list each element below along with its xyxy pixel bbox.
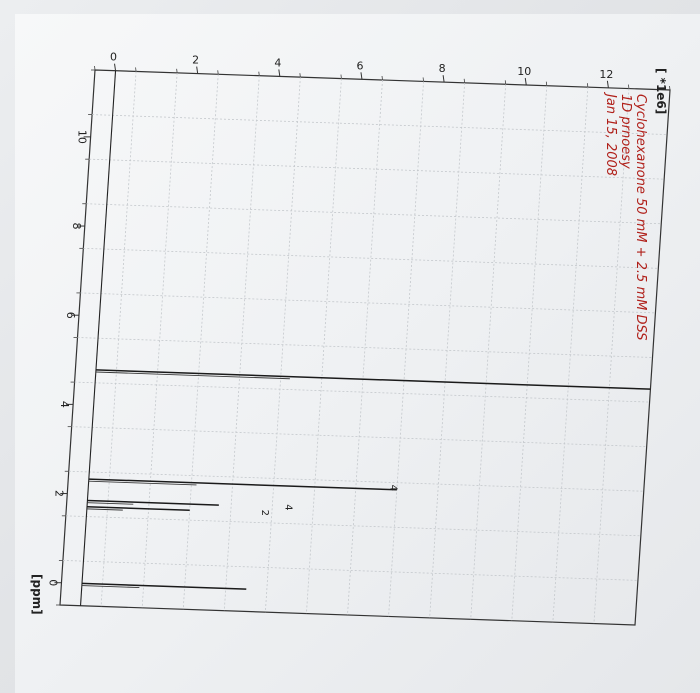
paper-sheet bbox=[15, 14, 700, 693]
pulse-sequence-label: 1D prnoesy bbox=[618, 94, 633, 169]
spectrum-peak-shoulder bbox=[95, 371, 290, 380]
ppm-tick-label: 10 bbox=[76, 130, 89, 144]
intensity-minor-tick bbox=[545, 81, 548, 86]
spectrum-plot: 0 2 4 6 8 10 12 10 8 6 4 2 0 4 4 2 bbox=[46, 51, 671, 626]
spectrum-peak bbox=[95, 369, 651, 390]
grid-line-intensity bbox=[470, 84, 507, 620]
intensity-tick-label: 12 bbox=[599, 68, 613, 81]
y-multiplier-label: [ *1e6] bbox=[654, 68, 668, 114]
intensity-tick-label: 8 bbox=[439, 62, 446, 75]
spectrum-peak bbox=[86, 505, 190, 512]
intensity-minor-tick bbox=[340, 74, 342, 79]
integral-label: 4 bbox=[282, 504, 293, 510]
intensity-minor-tick bbox=[586, 83, 589, 88]
spectrum-peak-shoulder bbox=[87, 502, 134, 505]
spectrum-peak-shoulder bbox=[81, 585, 140, 589]
ppm-tick-label: 6 bbox=[64, 312, 77, 319]
spectrum-peak bbox=[87, 499, 219, 506]
intensity-tick bbox=[278, 69, 281, 77]
integral-label: 4 bbox=[387, 485, 398, 491]
intensity-tick bbox=[524, 77, 527, 86]
grid-line-intensity bbox=[593, 88, 630, 624]
integral-label: 2 bbox=[259, 510, 270, 516]
grid-line-intensity bbox=[141, 72, 178, 608]
spectrum-peak bbox=[81, 582, 247, 590]
intensity-minor-tick bbox=[381, 75, 383, 81]
grid-line-intensity bbox=[347, 79, 383, 616]
intensity-tick bbox=[196, 66, 199, 74]
spectrum-peak-shoulder bbox=[88, 480, 197, 486]
spectrum-peak bbox=[88, 478, 397, 491]
intensity-minor-tick bbox=[628, 84, 630, 89]
intensity-minor-tick bbox=[176, 68, 178, 73]
spectrum-title: Cyclohexanone 50 mM + 2.5 mM DSS bbox=[633, 94, 648, 341]
intensity-tick-label: 0 bbox=[110, 51, 117, 64]
intensity-tick bbox=[606, 80, 609, 88]
intensity-minor-tick bbox=[258, 71, 260, 76]
intensity-minor-tick bbox=[135, 67, 137, 72]
intensity-minor-tick bbox=[504, 80, 507, 85]
grid-line-intensity bbox=[306, 78, 342, 614]
intensity-tick-label: 10 bbox=[517, 65, 531, 78]
intensity-minor-tick bbox=[422, 77, 424, 82]
intensity-minor-tick bbox=[217, 70, 219, 75]
intensity-minor-tick bbox=[669, 85, 671, 91]
spectrum-peak-shoulder bbox=[86, 508, 123, 511]
ppm-tick-label: 0 bbox=[46, 579, 59, 586]
x-axis-unit-label: [ppm] bbox=[30, 574, 44, 615]
ppm-tick-label: 2 bbox=[52, 490, 65, 497]
intensity-tick bbox=[114, 63, 117, 71]
ppm-tick-label: 4 bbox=[58, 401, 71, 408]
zero-line bbox=[79, 70, 117, 606]
intensity-minor-tick bbox=[94, 65, 96, 71]
intensity-tick-label: 4 bbox=[274, 56, 281, 69]
intensity-tick-label: 2 bbox=[192, 54, 199, 67]
grid-line-intensity bbox=[182, 74, 219, 610]
intensity-minor-tick bbox=[299, 73, 301, 78]
intensity-minor-tick bbox=[463, 78, 466, 83]
intensity-tick-label: 6 bbox=[356, 59, 363, 72]
spectrum-header: [ *1e6] Cyclohexanone 50 mM + 2.5 mM DSS… bbox=[30, 68, 668, 615]
intensity-tick bbox=[442, 75, 445, 83]
acquisition-date: Jan 15, 2008 bbox=[603, 91, 618, 176]
ppm-tick-label: 8 bbox=[70, 223, 83, 230]
intensity-tick bbox=[360, 72, 363, 80]
